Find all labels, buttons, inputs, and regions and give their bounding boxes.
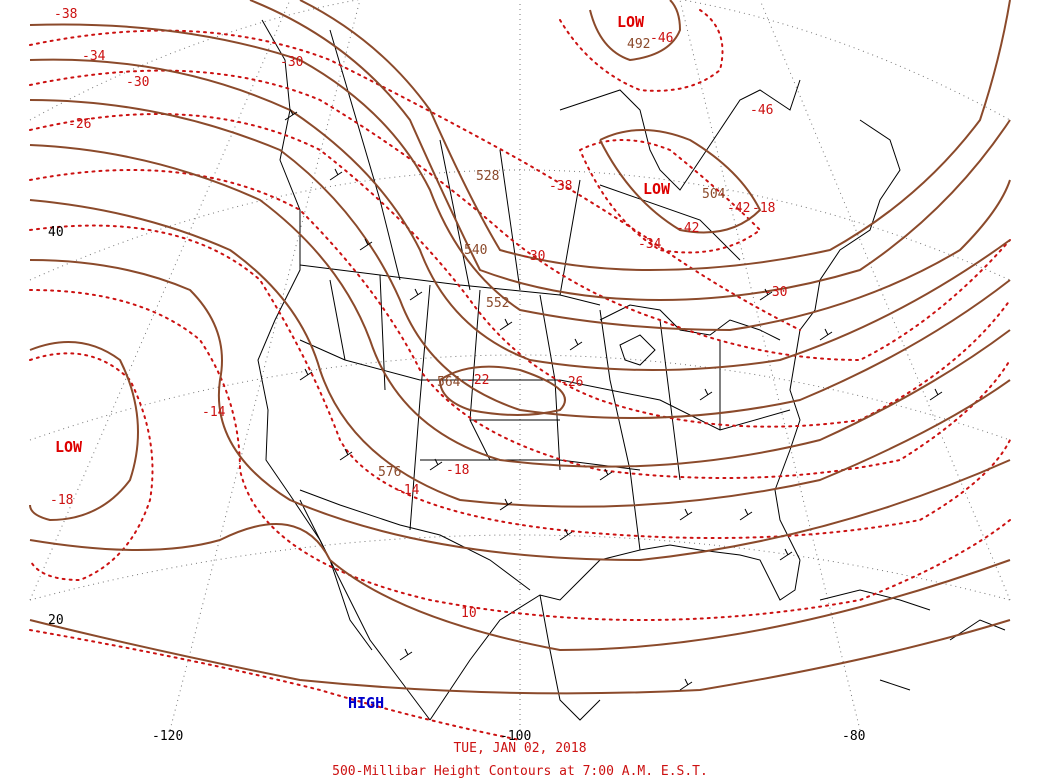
temperature-label: -42 bbox=[676, 221, 699, 236]
longitude-label: -120 bbox=[152, 729, 183, 744]
low-label: LOW bbox=[617, 13, 645, 31]
map-lines bbox=[257, 19, 1006, 721]
temperature-label: -34 bbox=[638, 237, 662, 252]
temperature-label: -38 bbox=[54, 7, 77, 22]
map-title: 500-Millibar Height Contours at 7:00 A.M… bbox=[332, 764, 708, 779]
temperature-label: -30 bbox=[280, 55, 303, 70]
height-labels: 492 504 528 540 552 564 576 bbox=[378, 37, 726, 480]
temperature-label: -46 bbox=[750, 103, 773, 118]
caribbean-islands bbox=[819, 589, 1006, 691]
height-label: 564 bbox=[437, 375, 461, 390]
low-label: LOW bbox=[55, 438, 83, 456]
temperature-label: -30 bbox=[522, 249, 545, 264]
hudson-bay-coast bbox=[559, 79, 801, 191]
temperature-label: -18 bbox=[50, 493, 73, 508]
height-label: 492 bbox=[627, 37, 650, 52]
great-lakes bbox=[599, 304, 781, 366]
temperature-label: -30 bbox=[126, 75, 149, 90]
axis-labels: -120 -100 -80 40 20 bbox=[48, 225, 865, 744]
temperature-label: -18 bbox=[752, 201, 775, 216]
temperature-label: 10 bbox=[461, 606, 477, 621]
temperature-label: -18 bbox=[446, 463, 469, 478]
latitude-label: 40 bbox=[48, 225, 64, 240]
wind-barbs bbox=[284, 108, 943, 691]
mexico-east-coast bbox=[539, 594, 601, 721]
low-label: LOW bbox=[643, 180, 671, 198]
temperature-label: -26 bbox=[68, 117, 91, 132]
temperature-labels: -38 -46 -34 -30 -26 -30 -30 -38 -42 -46 … bbox=[50, 7, 787, 621]
us-mexico-border bbox=[299, 489, 531, 591]
baja-coast bbox=[299, 499, 373, 651]
map-date: TUE, JAN 02, 2018 bbox=[453, 741, 587, 756]
temperature-label: -42 bbox=[727, 201, 750, 216]
atlantic-coast bbox=[774, 119, 901, 561]
temperature-label: -38 bbox=[549, 179, 572, 194]
longitude-label: -100 bbox=[500, 729, 531, 744]
temperature-label: -46 bbox=[650, 31, 673, 46]
high-label: HIGH bbox=[348, 694, 384, 712]
height-label: 576 bbox=[378, 465, 401, 480]
state-lines bbox=[299, 274, 791, 551]
temperature-label: -14 bbox=[396, 483, 420, 498]
height-label: 504 bbox=[702, 187, 726, 202]
temperature-label: -26 bbox=[560, 375, 583, 390]
canada-provinces bbox=[329, 29, 741, 296]
graticule bbox=[29, 0, 1011, 731]
height-contours bbox=[29, 0, 1011, 695]
pressure-centers: LOW LOW LOW HIGH bbox=[55, 13, 671, 712]
temperature-label: -22 bbox=[466, 373, 489, 388]
height-label: 540 bbox=[464, 243, 487, 258]
us-canada-border bbox=[299, 264, 601, 306]
latitude-label: 20 bbox=[48, 613, 64, 628]
height-label: 552 bbox=[486, 296, 509, 311]
temperature-label: -14 bbox=[202, 405, 226, 420]
temperature-label: -30 bbox=[764, 285, 787, 300]
temperature-label: -34 bbox=[82, 49, 106, 64]
height-label: 528 bbox=[476, 169, 499, 184]
longitude-label: -80 bbox=[842, 729, 865, 744]
